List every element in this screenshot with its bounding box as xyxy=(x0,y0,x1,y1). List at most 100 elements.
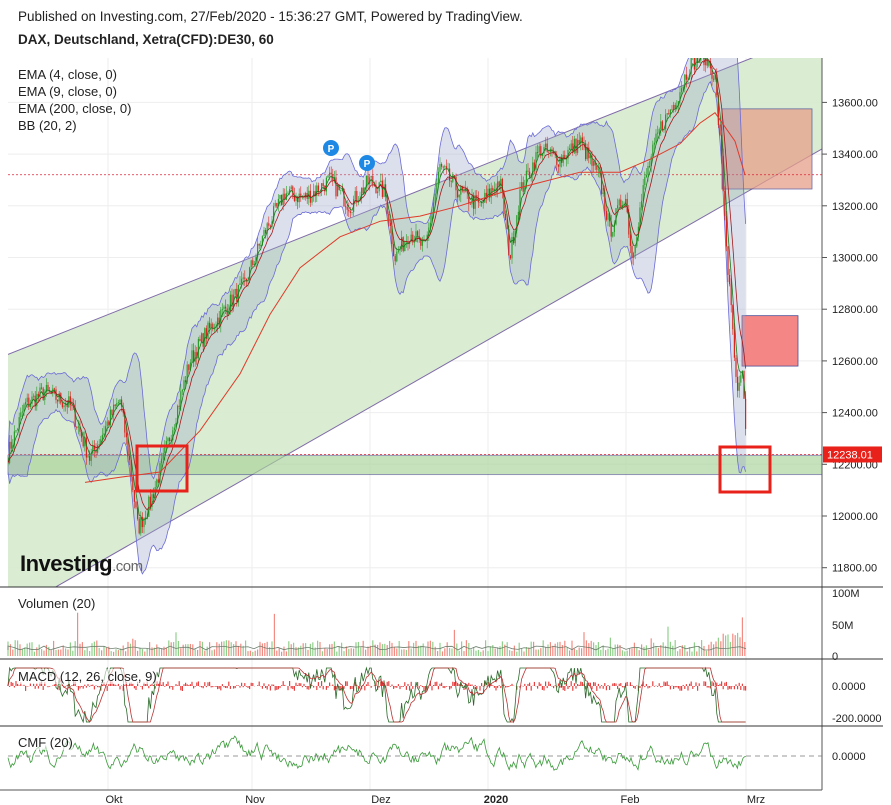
candle-body xyxy=(519,189,521,212)
candle-body xyxy=(685,74,687,80)
candle-body xyxy=(161,458,163,464)
candle-body xyxy=(740,375,742,383)
candle-body xyxy=(733,329,735,358)
candle-body xyxy=(401,237,403,250)
candle-body xyxy=(655,133,657,143)
candle-body xyxy=(330,172,332,175)
bb-lower xyxy=(8,80,746,575)
candle-body xyxy=(31,396,33,404)
candle-body xyxy=(677,101,679,106)
candle-body xyxy=(287,192,289,194)
candle-body xyxy=(548,151,550,153)
cmf-tick-label: 0.0000 xyxy=(832,751,866,763)
ema9-line xyxy=(8,58,746,511)
candle-body xyxy=(311,196,313,203)
macd-signal xyxy=(7,667,746,723)
candle-body xyxy=(39,387,41,397)
candle-body xyxy=(609,213,611,222)
volume-tick-label: 0 xyxy=(832,651,838,663)
candle-body xyxy=(412,234,414,243)
candle-body xyxy=(29,403,31,408)
candle-body xyxy=(313,191,315,197)
candle-body xyxy=(169,438,171,442)
candle-body xyxy=(441,164,443,167)
candle-body xyxy=(18,417,20,430)
candle-body xyxy=(177,405,179,423)
candle-body xyxy=(580,137,582,144)
candle-body xyxy=(17,429,19,431)
candle-body xyxy=(620,199,622,208)
candle-body xyxy=(284,193,286,200)
candle-body xyxy=(690,58,692,74)
candle-body xyxy=(540,146,542,157)
candle-body xyxy=(188,364,190,371)
legend-bb[interactable]: BB (20, 2) xyxy=(18,118,77,133)
candle-body xyxy=(610,221,612,237)
candle-body xyxy=(21,411,23,413)
candle-body xyxy=(145,517,147,519)
candle-body xyxy=(658,129,660,133)
candle-body xyxy=(485,192,487,197)
candle-body xyxy=(314,191,316,197)
candle-body xyxy=(109,409,111,426)
candle-body xyxy=(121,399,123,407)
candle-body xyxy=(217,317,219,327)
candle-body xyxy=(258,243,260,246)
candle-body xyxy=(133,489,135,502)
candle-body xyxy=(25,401,27,405)
candle-body xyxy=(639,207,641,227)
pivot-marker xyxy=(359,155,375,171)
candle-body xyxy=(653,142,655,145)
candle-body xyxy=(511,236,513,259)
candle-body xyxy=(346,206,348,210)
candle-body xyxy=(228,311,230,315)
candle-body xyxy=(671,109,673,111)
candle-body xyxy=(321,183,323,192)
candle-body xyxy=(572,143,574,153)
candle-body xyxy=(239,283,241,285)
candle-body xyxy=(439,164,441,172)
x-tick-label: Feb xyxy=(621,794,640,805)
legend-ema4[interactable]: EMA (4, close, 0) xyxy=(18,67,117,82)
cmf-pane-label[interactable]: CMF (20) xyxy=(18,735,73,750)
legend-ema9[interactable]: EMA (9, close, 0) xyxy=(18,84,117,99)
legend-ema200[interactable]: EMA (200, close, 0) xyxy=(18,101,132,116)
candle-body xyxy=(65,403,67,406)
candle-body xyxy=(45,384,47,392)
candle-body xyxy=(593,160,595,166)
price-tick-label: 12400.00 xyxy=(832,408,878,420)
volume-tick-label: 100M xyxy=(832,588,860,600)
candle-body xyxy=(586,147,588,160)
candle-body xyxy=(545,143,547,148)
candle-body xyxy=(90,453,92,461)
candle-body xyxy=(626,198,628,213)
candle-body xyxy=(241,278,243,284)
candle-body xyxy=(700,58,702,61)
candle-body xyxy=(297,196,299,203)
candle-body xyxy=(244,277,246,279)
candle-body xyxy=(196,352,198,359)
candle-body xyxy=(549,149,551,152)
candle-body xyxy=(457,190,459,198)
candle-body xyxy=(372,176,374,185)
candle-body xyxy=(137,507,139,519)
candle-body xyxy=(281,194,283,205)
candle-body xyxy=(153,494,155,498)
candle-body xyxy=(23,404,25,412)
candle-body xyxy=(61,403,63,408)
investing-logo: Investing.com xyxy=(20,551,143,576)
last-price-label: 12238.01 xyxy=(827,449,873,461)
candle-body xyxy=(181,389,183,392)
price-tick-label: 12000.00 xyxy=(832,511,878,523)
ema4-line xyxy=(8,58,746,522)
candle-body xyxy=(36,393,38,407)
candle-body xyxy=(508,228,510,256)
volume-ma xyxy=(7,645,747,651)
candle-body xyxy=(553,151,555,153)
candle-body xyxy=(249,267,251,281)
candle-body xyxy=(569,148,571,150)
candle-body xyxy=(561,157,563,163)
volume-pane-label[interactable]: Volumen (20) xyxy=(18,596,96,611)
macd-pane-label[interactable]: MACD (12, 26, close, 9) xyxy=(18,669,157,684)
